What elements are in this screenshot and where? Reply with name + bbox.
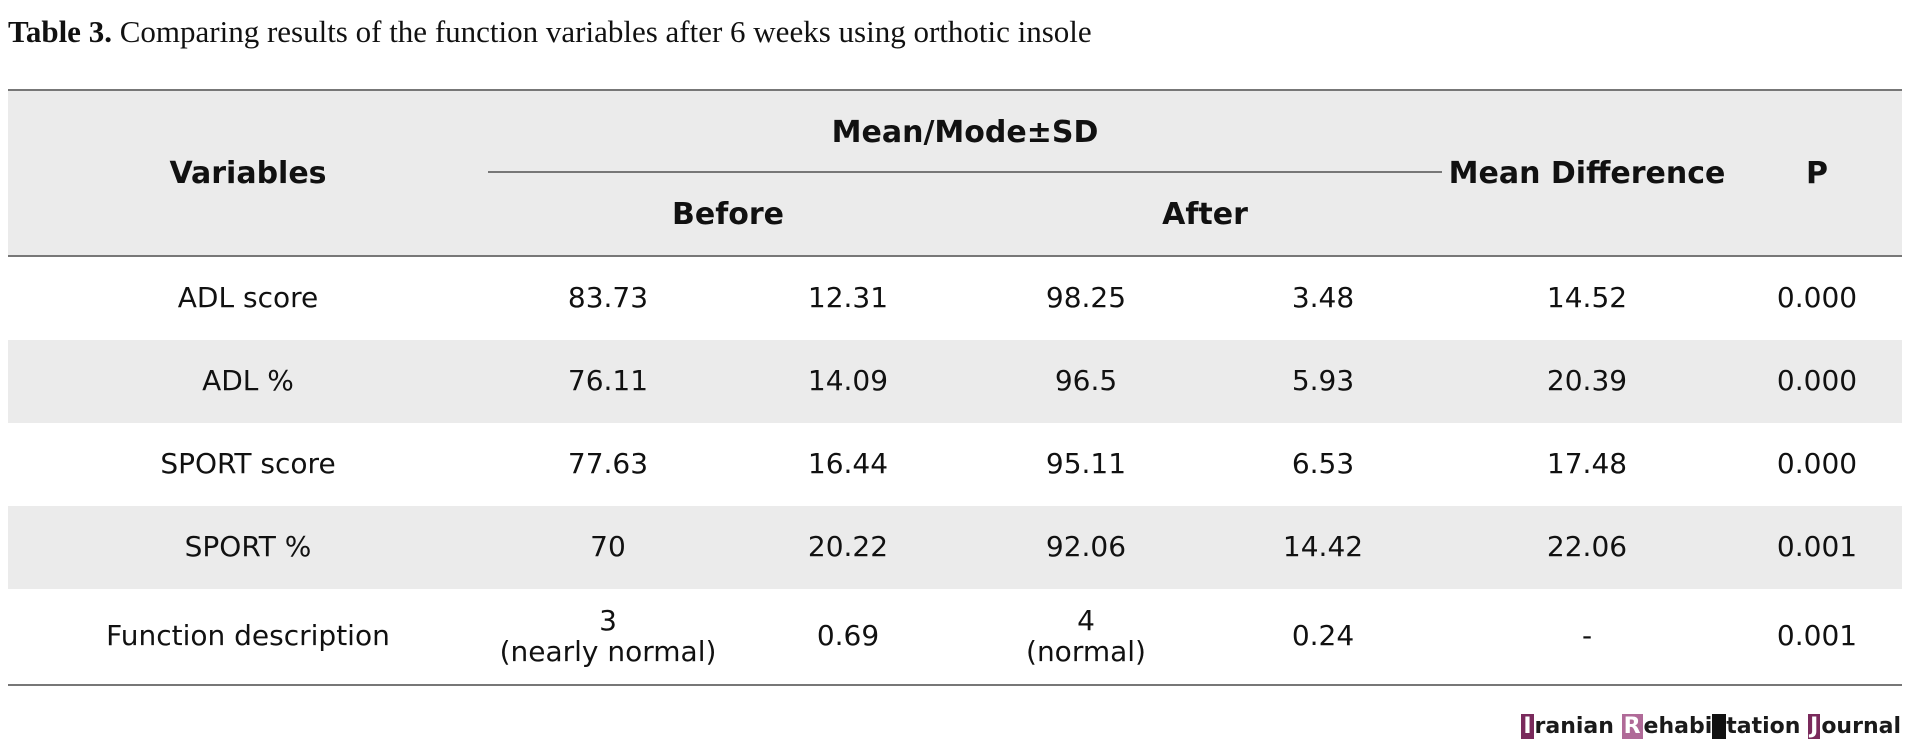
cell-after-mean: 92.06 [968, 506, 1204, 589]
cell-after-mean-value: 4 [1077, 603, 1095, 637]
table-row: SPORT % 70 20.22 92.06 14.42 22.06 0.001 [8, 506, 1903, 589]
table-row: Function description 3 (nearly normal) 0… [8, 589, 1903, 686]
cell-variable: SPORT score [160, 447, 336, 481]
logo-word-ranian: ranian [1534, 714, 1622, 739]
table-caption: Table 3. Comparing results of the functi… [8, 14, 1092, 50]
header-variables: Variables [8, 89, 488, 257]
cell-before-sd: 16.44 [807, 447, 889, 481]
logo-word-ournal: ournal [1821, 714, 1901, 739]
header-mean-mode-sd: Mean/Mode±SD [488, 89, 1443, 173]
cell-before-mean: 76.11 [488, 340, 728, 423]
cell-after-mean: 4 (normal) [968, 589, 1204, 686]
cell-p: 0.001 [1732, 589, 1903, 686]
table-row: ADL % 76.11 14.09 96.5 5.93 20.39 0.000 [8, 340, 1903, 423]
cell-mean-difference: 20.39 [1442, 340, 1733, 423]
cell-before-mean: 3 (nearly normal) [488, 589, 728, 686]
logo-letter-r: R [1621, 714, 1643, 739]
cell-before-mean-note: (nearly normal) [499, 634, 717, 668]
cell-after-mean-note: (normal) [1026, 634, 1146, 668]
results-table: Variables Mean/Mode±SD Mean Difference P… [8, 89, 1903, 686]
cell-after-mean: 95.11 [1045, 447, 1127, 481]
header-p: P [1732, 89, 1903, 257]
cell-variable: SPORT % [8, 506, 488, 589]
table-header: Variables Mean/Mode±SD Mean Difference P… [8, 89, 1903, 257]
cell-after-sd: 14.42 [1204, 506, 1443, 589]
cell-after-mean: 96.5 [968, 340, 1204, 423]
table-caption-text: Comparing results of the function variab… [119, 14, 1092, 49]
cell-mean-difference: 17.48 [1546, 447, 1628, 481]
header-mean-difference: Mean Difference [1442, 89, 1733, 257]
header-group-divider [488, 171, 1443, 173]
logo-letter-i: I [1521, 714, 1534, 739]
cell-p: 0.001 [1732, 506, 1903, 589]
cell-mean-difference: 14.52 [1546, 281, 1628, 315]
table-body: ADL score 83.73 12.31 98.25 3.48 14.52 0… [8, 256, 1903, 686]
cell-p: 0.000 [1776, 447, 1858, 481]
table-row: SPORT score 77.63 16.44 95.11 6.53 17.48… [8, 423, 1902, 506]
cell-after-sd: 0.24 [1204, 589, 1443, 686]
header-after: After [968, 173, 1443, 257]
cell-variable: ADL % [8, 340, 488, 423]
cell-p: 0.000 [1776, 281, 1858, 315]
cell-variable: ADL score [177, 281, 319, 315]
logo-block-mark [1712, 714, 1727, 739]
cell-before-mean-value: 3 [599, 603, 617, 637]
logo-word-ehabi: ehabi [1643, 714, 1713, 739]
logo-letter-j: J [1808, 714, 1821, 739]
cell-before-mean: 70 [488, 506, 728, 589]
cell-variable: Function description [8, 589, 488, 686]
cell-mean-difference: 22.06 [1442, 506, 1733, 589]
cell-before-mean: 83.73 [567, 281, 649, 315]
header-before: Before [488, 173, 968, 257]
cell-p: 0.000 [1732, 340, 1903, 423]
cell-before-mean: 77.63 [567, 447, 649, 481]
cell-before-sd: 20.22 [728, 506, 968, 589]
cell-after-mean: 98.25 [1045, 281, 1127, 315]
cell-after-sd: 3.48 [1291, 281, 1355, 315]
cell-before-sd: 12.31 [807, 281, 889, 315]
cell-before-sd: 0.69 [728, 589, 968, 686]
cell-mean-difference: - [1442, 589, 1733, 686]
table-row: ADL score 83.73 12.31 98.25 3.48 14.52 0… [8, 256, 1902, 340]
header-mean-mode-sd-label: Mean/Mode±SD [831, 114, 1099, 150]
cell-after-sd: 6.53 [1291, 447, 1355, 481]
logo-word-tation: tation [1726, 714, 1809, 739]
cell-after-sd: 5.93 [1204, 340, 1443, 423]
results-table-container: Variables Mean/Mode±SD Mean Difference P… [8, 89, 1903, 686]
cell-before-sd: 14.09 [728, 340, 968, 423]
table-caption-label: Table 3. [8, 14, 112, 49]
